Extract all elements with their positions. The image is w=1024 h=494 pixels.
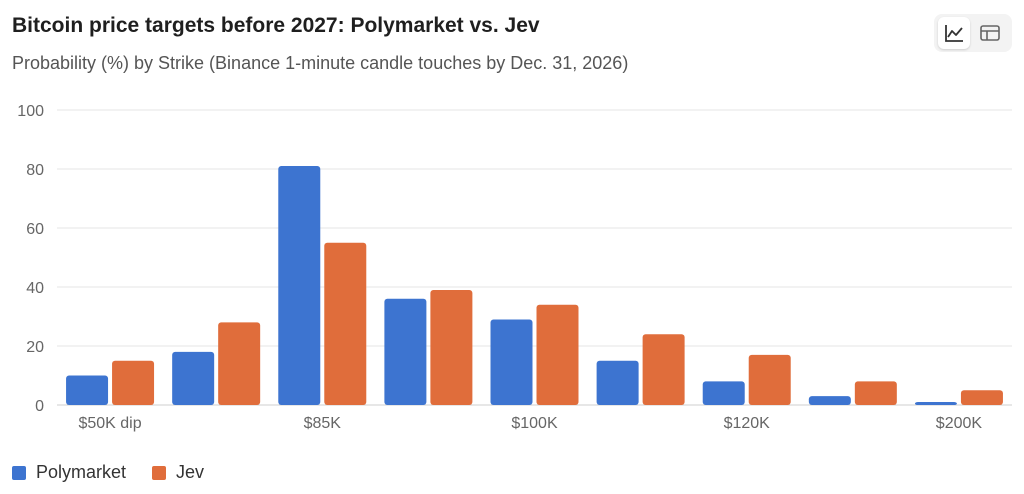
bar-jev <box>536 304 579 405</box>
y-tick-label: 20 <box>26 339 44 356</box>
bar-polymarket <box>596 360 639 405</box>
legend-label-jev: Jev <box>176 462 205 482</box>
bar-jev <box>218 322 261 405</box>
chart-title: Bitcoin price targets before 2027: Polym… <box>12 14 540 37</box>
legend-swatch-polymarket <box>12 465 26 480</box>
legend-label-polymarket: Polymarket <box>36 462 127 482</box>
bar-jev <box>112 360 155 405</box>
line-chart-icon <box>945 25 963 42</box>
x-tick-label: $200K <box>936 415 983 432</box>
legend-item-polymarket: Polymarket <box>12 462 126 483</box>
x-tick-label: $50K dip <box>78 415 141 432</box>
bar-jev <box>430 289 473 405</box>
bar-jev <box>324 242 367 405</box>
x-tick-label: $85K <box>304 415 342 432</box>
y-tick-label: 40 <box>26 280 44 297</box>
y-tick-label: 100 <box>17 103 44 120</box>
bar-jev <box>960 390 1003 405</box>
bar-polymarket <box>808 396 851 405</box>
bar-polymarket <box>914 402 957 405</box>
bar-jev <box>748 354 791 405</box>
x-tick-label: $100K <box>511 415 558 432</box>
bar-chart: 0 20 40 60 80 100 $50K dip $85K $100K $120K $200K <box>17 103 1012 432</box>
bar-polymarket <box>702 381 745 405</box>
bar-polymarket <box>490 319 533 405</box>
chart-subtitle: Probability (%) by Strike (Binance 1-min… <box>12 53 629 73</box>
bar-polymarket <box>384 298 427 405</box>
bar-jev <box>642 334 685 405</box>
bar-polymarket <box>172 351 215 405</box>
bar-jev <box>854 381 897 405</box>
y-tick-label: 0 <box>35 398 44 415</box>
legend-item-jev: Jev <box>152 462 204 483</box>
bar-polymarket <box>66 375 109 405</box>
legend: Polymarket Jev <box>12 462 230 483</box>
table-icon <box>980 25 1000 41</box>
legend-swatch-jev <box>152 465 167 480</box>
y-tick-label: 60 <box>26 221 44 238</box>
chart-view-button[interactable] <box>938 17 970 49</box>
table-view-button[interactable] <box>974 17 1006 49</box>
view-toggle <box>934 14 1012 52</box>
x-tick-label: $120K <box>724 415 771 432</box>
y-tick-label: 80 <box>26 162 44 179</box>
bar-polymarket <box>278 166 321 405</box>
